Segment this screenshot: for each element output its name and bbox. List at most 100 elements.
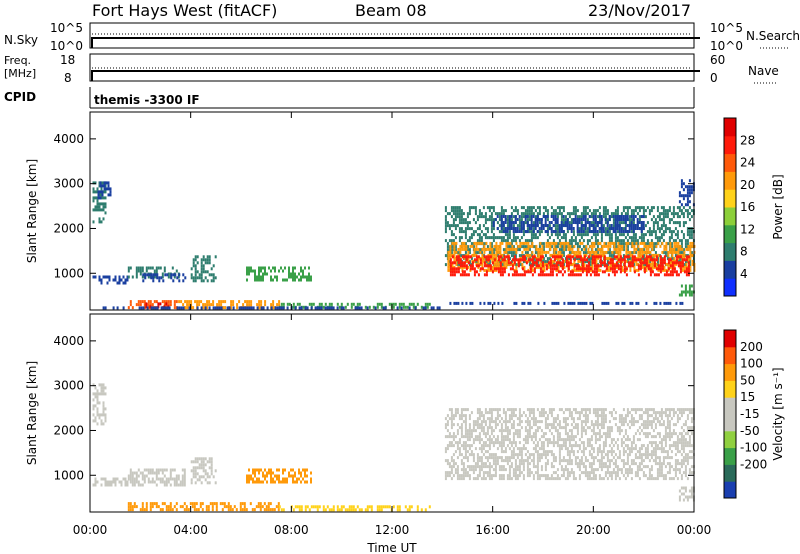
- data-cell: [642, 215, 645, 218]
- data-cell: [214, 276, 217, 280]
- data-cell: [155, 300, 158, 304]
- data-cell: [151, 471, 154, 475]
- data-cell: [483, 255, 486, 259]
- data-cell: [466, 471, 469, 475]
- data-cell: [155, 468, 158, 472]
- data-cell: [662, 221, 665, 225]
- data-cell: [684, 185, 687, 189]
- data-cell: [502, 435, 505, 439]
- data-cell: [488, 215, 491, 219]
- data-cell: [148, 273, 151, 277]
- data-cell: [609, 258, 612, 262]
- data-cell: [243, 505, 246, 509]
- data-cell: [566, 432, 569, 436]
- data-cell: [510, 206, 513, 210]
- data-cell: [218, 300, 221, 304]
- data-cell: [554, 221, 557, 224]
- data-cell: [570, 224, 573, 227]
- data-cell: [514, 263, 517, 267]
- data-cell: [259, 505, 262, 509]
- data-cell: [449, 273, 452, 277]
- data-cell: [518, 420, 521, 424]
- data-cell: [141, 300, 144, 304]
- data-cell: [535, 264, 538, 268]
- data-cell: [103, 184, 106, 188]
- data-cell: [572, 209, 575, 213]
- data-cell: [276, 474, 278, 478]
- data-cell: [549, 273, 552, 277]
- data-cell: [592, 209, 595, 213]
- data-cell: [466, 474, 469, 478]
- data-cell: [604, 212, 607, 216]
- data-cell: [569, 273, 572, 277]
- data-cell: [490, 218, 493, 222]
- data-cell: [532, 245, 535, 249]
- data-cell: [550, 432, 553, 436]
- data-cell: [456, 263, 459, 267]
- data-cell: [179, 480, 182, 484]
- data-cell: [112, 278, 115, 282]
- data-cell: [199, 505, 202, 509]
- data-cell: [510, 239, 513, 243]
- data-cell: [624, 215, 627, 218]
- data-cell: [662, 230, 665, 234]
- data-cell: [626, 224, 629, 227]
- data-cell: [527, 258, 530, 262]
- data-cell: [478, 212, 481, 216]
- data-cell: [555, 255, 558, 259]
- data-cell: [127, 477, 130, 481]
- data-cell: [92, 199, 95, 203]
- data-cell: [480, 423, 483, 427]
- data-cell: [570, 236, 573, 240]
- data-cell: [675, 301, 678, 305]
- data-cell: [503, 255, 506, 259]
- data-cell: [455, 250, 458, 254]
- data-cell: [528, 411, 531, 415]
- data-cell: [520, 227, 523, 230]
- data-cell: [490, 432, 493, 436]
- data-cell: [663, 268, 666, 272]
- data-cell: [578, 221, 581, 224]
- data-cell: [524, 420, 527, 424]
- data-cell: [460, 429, 463, 433]
- data-cell: [556, 206, 559, 210]
- data-cell: [622, 230, 625, 233]
- data-cell: [661, 250, 664, 254]
- data-cell: [161, 480, 164, 484]
- data-cell: [681, 258, 684, 262]
- data-cell: [560, 206, 563, 210]
- data-cell: [145, 508, 148, 512]
- data-cell: [161, 471, 164, 475]
- data-cell: [460, 468, 463, 472]
- data-cell: [518, 224, 521, 228]
- data-cell: [462, 441, 465, 445]
- data-cell: [330, 306, 333, 310]
- data-cell: [302, 275, 304, 279]
- data-cell: [476, 474, 479, 478]
- freq-trace: [91, 70, 700, 81]
- data-cell: [643, 241, 646, 245]
- data-cell: [648, 227, 651, 231]
- data-cell: [568, 251, 571, 255]
- data-cell: [634, 239, 637, 243]
- data-cell: [665, 247, 668, 251]
- data-cell: [585, 270, 588, 274]
- data-cell: [475, 258, 478, 262]
- data-cell: [649, 241, 652, 245]
- data-cell: [577, 247, 580, 251]
- data-cell: [608, 251, 611, 255]
- data-cell: [108, 275, 111, 279]
- data-cell: [484, 456, 487, 460]
- data-cell: [573, 273, 576, 277]
- data-cell: [634, 209, 637, 213]
- data-cell: [143, 508, 146, 512]
- data-cell: [613, 247, 616, 251]
- data-cell: [479, 258, 482, 262]
- data-cell: [482, 462, 485, 466]
- data-cell: [650, 239, 653, 243]
- data-cell: [646, 242, 649, 246]
- data-cell: [426, 302, 429, 306]
- data-cell: [562, 221, 565, 225]
- data-cell: [171, 508, 174, 512]
- data-cell: [657, 253, 660, 257]
